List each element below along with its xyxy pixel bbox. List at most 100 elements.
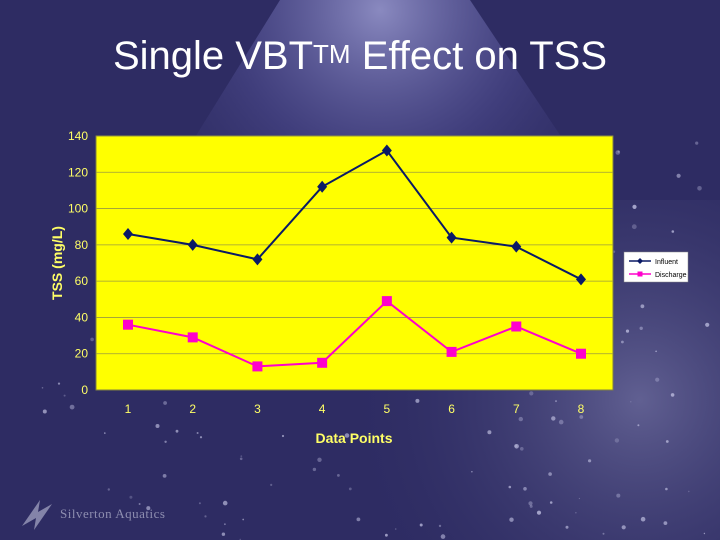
sparkle-dot: [63, 394, 66, 397]
series-influent: [123, 144, 586, 286]
data-point-marker: [123, 319, 133, 330]
legend-swatch-marker: [637, 271, 643, 277]
series-line-discharge: [127, 299, 582, 368]
sparkle-dot: [317, 457, 322, 462]
legend-swatch-marker: [637, 258, 643, 264]
trademark-superscript: TM: [313, 39, 351, 69]
sparkle-dot: [138, 503, 141, 505]
sparkle-dot: [615, 150, 621, 155]
sparkle-dot: [665, 440, 669, 443]
sparkle-dot: [240, 455, 243, 458]
data-point-marker: [576, 273, 586, 286]
sparkle-dot: [337, 474, 340, 477]
sparkle-dot: [471, 471, 473, 473]
sparkle-dot: [69, 404, 75, 410]
series-lines: [123, 144, 586, 372]
sparkle-dot: [536, 510, 542, 515]
sparkle-dot: [199, 436, 203, 439]
plot-area: [95, 135, 614, 391]
data-point-marker: [446, 346, 457, 357]
x-tick-label: 4: [319, 402, 326, 416]
sparkle-dot: [575, 512, 577, 514]
sparkle-dot: [637, 424, 640, 427]
gridlines: [96, 135, 613, 355]
data-point-marker: [381, 296, 392, 307]
sparkle-dot: [630, 401, 632, 403]
sparkle-dot: [558, 419, 564, 425]
data-point-marker: [252, 361, 263, 372]
sparkle-dot: [617, 150, 620, 153]
sparkle-dot: [224, 523, 226, 526]
sparkle-dot: [529, 504, 533, 508]
data-point-marker: [187, 332, 198, 343]
sparkle-dot: [616, 493, 621, 498]
x-axis-label: Data Points: [315, 430, 392, 446]
sparkle-dot: [655, 377, 660, 382]
data-point-marker: [446, 231, 457, 244]
x-tick-label: 3: [254, 402, 261, 416]
x-tick-label: 7: [513, 402, 520, 416]
sparkle-dot: [107, 488, 111, 491]
legend-label: Influent: [655, 259, 678, 266]
x-tick-label: 1: [125, 402, 132, 416]
sparkle-dot: [281, 434, 285, 438]
sparkle-dot: [565, 525, 569, 529]
sparkle-dot: [555, 400, 557, 403]
sparkle-dot: [348, 487, 352, 491]
x-tick-label: 8: [578, 402, 585, 416]
sparkle-dot: [529, 391, 534, 396]
title-rest: Effect on TSS: [350, 34, 608, 78]
sparkle-dot: [655, 350, 657, 353]
sparkle-dot: [548, 472, 552, 476]
chart-legend: Influent Discharge: [623, 251, 689, 283]
sparkle-dot: [614, 438, 620, 443]
sparkle-dot: [394, 528, 397, 530]
y-tick-label: 0: [81, 383, 88, 397]
sparkle-dot: [528, 501, 533, 506]
sparkle-dot: [665, 487, 668, 491]
sparkle-dot: [242, 518, 245, 521]
sparkle-dot: [415, 398, 420, 403]
sparkle-dot: [487, 430, 492, 435]
sparkle-dot: [440, 534, 446, 539]
sparkle-dot: [523, 487, 527, 491]
y-tick-label: 140: [68, 129, 88, 143]
sparkle-dot: [703, 532, 706, 535]
title-main: Single VBT: [112, 34, 314, 78]
sparkle-dot: [57, 382, 61, 385]
sparkle-dot: [602, 532, 605, 535]
sparkle-dot: [438, 524, 442, 528]
sparkle-dot: [41, 387, 44, 389]
sparkle-dot: [162, 474, 167, 478]
sparkle-dot: [175, 429, 179, 433]
sparkle-dot: [509, 517, 514, 522]
sparkle-dot: [198, 502, 201, 505]
legend-label: Discharge: [655, 272, 687, 279]
sparkle-dot: [221, 532, 226, 536]
sparkle-dot: [520, 447, 524, 451]
sparkle-dot: [625, 329, 630, 333]
y-tick-label: 120: [68, 165, 88, 179]
data-point-marker: [123, 227, 133, 240]
x-tick-label: 6: [448, 402, 455, 416]
sparkle-dot: [196, 432, 199, 434]
sparkle-dot: [639, 326, 643, 330]
sparkle-dot: [518, 416, 523, 422]
sparkle-dot: [419, 523, 423, 527]
sparkle-dot: [239, 457, 243, 461]
sparkle-dot: [42, 409, 47, 414]
sparkle-dot: [164, 440, 167, 443]
sparkle-dot: [663, 521, 668, 525]
sparkle-dot: [312, 467, 317, 472]
sparkle-dot: [508, 485, 512, 489]
data-point-marker: [317, 357, 328, 368]
x-tick-labels: 1 2 3 4 5 6 7 8: [125, 402, 585, 416]
y-tick-label: 100: [68, 202, 88, 216]
data-point-marker: [576, 348, 586, 359]
sparkle-dot: [676, 173, 681, 178]
series-discharge: [123, 296, 586, 372]
data-point-marker: [252, 253, 263, 266]
sparkle-dot: [588, 459, 592, 463]
sparkle-dot: [688, 490, 690, 493]
